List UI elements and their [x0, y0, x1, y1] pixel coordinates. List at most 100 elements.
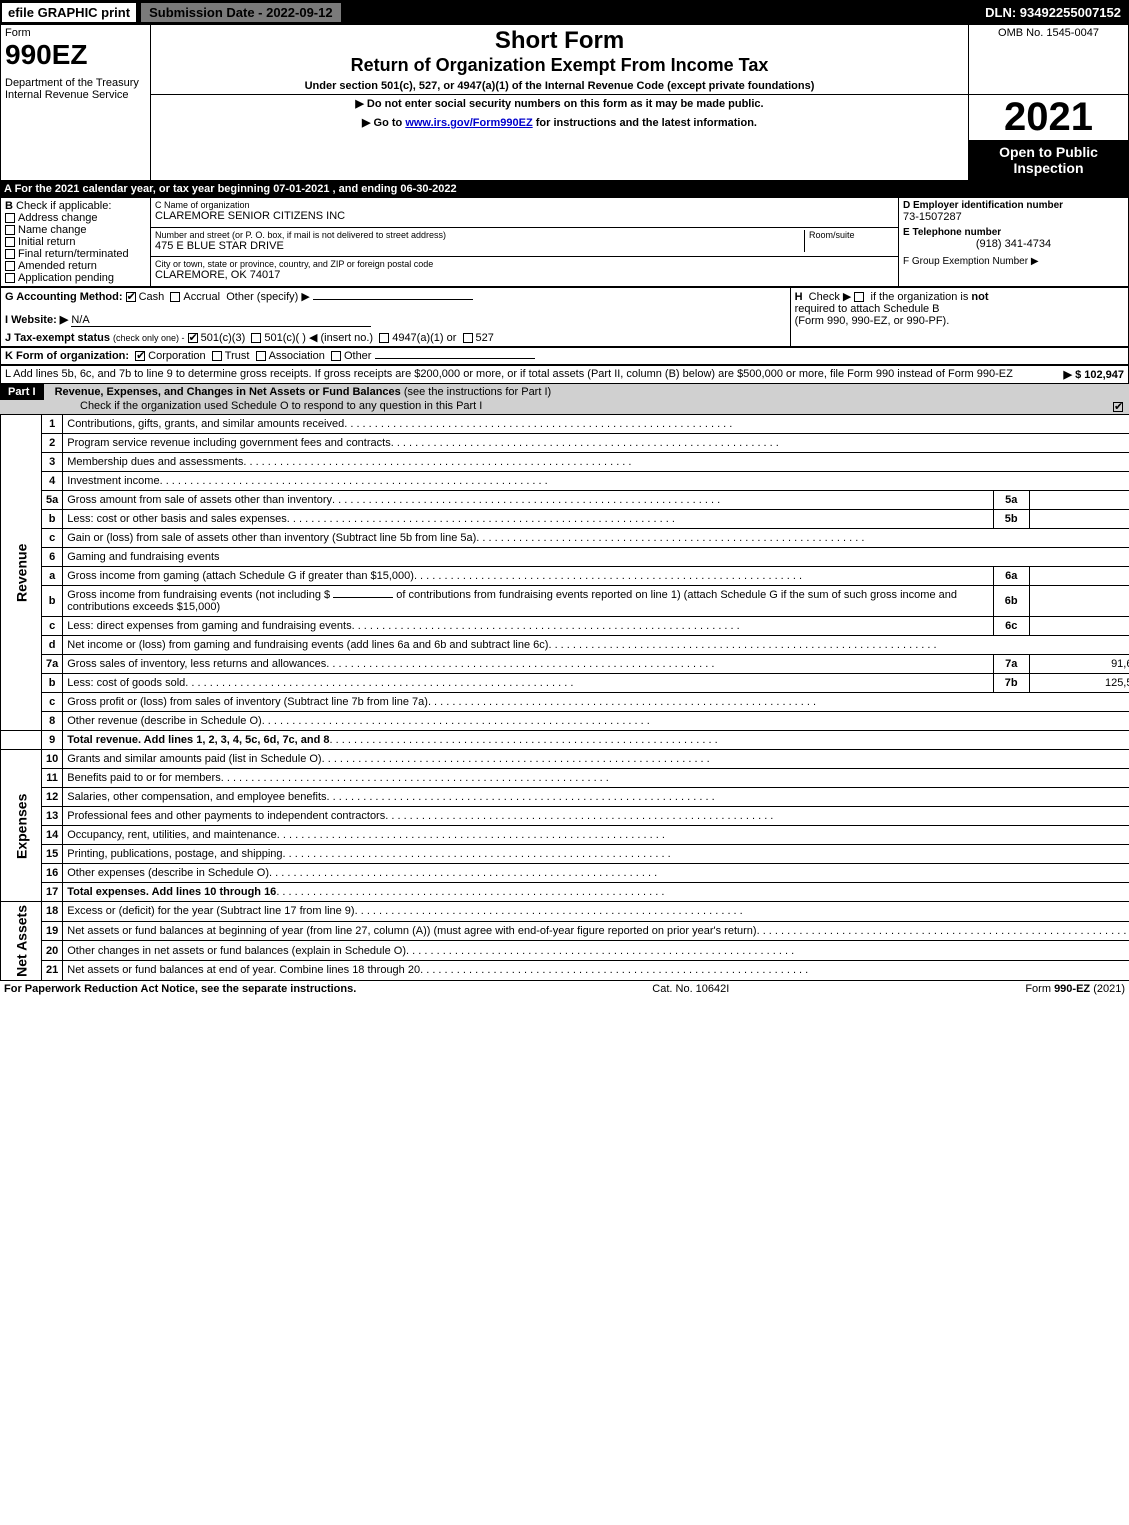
- line-g: G Accounting Method: Cash Accrual Other …: [1, 288, 791, 347]
- g-label: G Accounting Method:: [5, 291, 123, 303]
- entity-block: B Check if applicable: Address change Na…: [0, 197, 1129, 287]
- footer-form-pre: Form: [1025, 983, 1054, 995]
- line-7b-subamt: 125,506: [1029, 674, 1129, 693]
- line-6a-subamt: [1029, 567, 1129, 586]
- checkbox-trust-icon[interactable]: [212, 351, 222, 361]
- checkbox-527-icon[interactable]: [463, 333, 473, 343]
- box-c-name: C Name of organization CLAREMORE SENIOR …: [151, 198, 899, 228]
- form-number: 990EZ: [5, 39, 146, 71]
- box-c-street: Number and street (or P. O. box, if mail…: [151, 227, 899, 257]
- tax-year: 2021: [969, 95, 1128, 140]
- k-other: Other: [344, 350, 372, 362]
- h-text1: Check ▶: [809, 291, 855, 303]
- main-title: Return of Organization Exempt From Incom…: [155, 55, 964, 76]
- part1-header: Part I Revenue, Expenses, and Changes in…: [0, 384, 1129, 414]
- footer-form-no: 990-EZ: [1054, 983, 1090, 995]
- city-label: City or town, state or province, country…: [155, 259, 894, 269]
- line-11-no: 11: [42, 769, 63, 788]
- checkbox-schedule-o-icon[interactable]: [1113, 402, 1123, 412]
- line-4-desc: Investment income: [63, 472, 1129, 491]
- checkbox-accrual-icon[interactable]: [170, 292, 180, 302]
- k-corp: Corporation: [148, 350, 205, 362]
- checkbox-assoc-icon[interactable]: [256, 351, 266, 361]
- line-17-no: 17: [42, 883, 63, 902]
- checkbox-icon[interactable]: [5, 213, 15, 223]
- form-label: Form: [5, 27, 146, 39]
- line-2-desc: Program service revenue including govern…: [63, 434, 1129, 453]
- efile-button[interactable]: efile GRAPHIC print: [2, 3, 136, 22]
- line-6d-no: d: [42, 636, 63, 655]
- c-name-label: C Name of organization: [155, 200, 894, 210]
- g-cash: Cash: [139, 291, 165, 303]
- b-item-0[interactable]: Address change: [5, 212, 146, 224]
- checkbox-corp-icon[interactable]: [135, 351, 145, 361]
- line-7a-no: 7a: [42, 655, 63, 674]
- checkbox-icon[interactable]: [5, 261, 15, 271]
- lines-table: Revenue 1 Contributions, gifts, grants, …: [0, 414, 1129, 981]
- checkbox-4947-icon[interactable]: [379, 333, 389, 343]
- line-13-desc: Professional fees and other payments to …: [63, 807, 1129, 826]
- g-other: Other (specify) ▶: [226, 291, 310, 303]
- line-19-desc: Net assets or fund balances at beginning…: [63, 921, 1129, 941]
- line-7b-subno: 7b: [993, 674, 1029, 693]
- line-6b-desc: Gross income from fundraising events (no…: [63, 586, 993, 617]
- irs-link[interactable]: www.irs.gov/Form990EZ: [405, 117, 532, 129]
- line-5b-no: b: [42, 510, 63, 529]
- line-20-no: 20: [42, 941, 63, 961]
- checkbox-icon[interactable]: [5, 273, 15, 283]
- ghij-block: G Accounting Method: Cash Accrual Other …: [0, 287, 1129, 347]
- line-8-no: 8: [42, 712, 63, 731]
- goto-pre: ▶ Go to: [362, 117, 405, 129]
- checkbox-other-icon[interactable]: [331, 351, 341, 361]
- street-label: Number and street (or P. O. box, if mail…: [155, 230, 804, 240]
- checkbox-cash-icon[interactable]: [126, 292, 136, 302]
- checkbox-icon[interactable]: [5, 225, 15, 235]
- line-19-no: 19: [42, 921, 63, 941]
- line-9-no: 9: [42, 731, 63, 750]
- line-6b-blank[interactable]: [333, 597, 393, 598]
- g-other-input[interactable]: [313, 299, 473, 300]
- line-15-no: 15: [42, 845, 63, 864]
- j-501c: 501(c)( ) ◀ (insert no.): [264, 332, 373, 344]
- b-item-2[interactable]: Initial return: [5, 236, 146, 248]
- k-other-input[interactable]: [375, 358, 535, 359]
- line-15-desc: Printing, publications, postage, and shi…: [63, 845, 1129, 864]
- line-5c-desc: Gain or (loss) from sale of assets other…: [63, 529, 1129, 548]
- k-label: K Form of organization:: [5, 350, 129, 362]
- box-b: B Check if applicable: Address change Na…: [1, 198, 151, 287]
- section-a-bar: A For the 2021 calendar year, or tax yea…: [0, 181, 1129, 197]
- b-item-5[interactable]: Application pending: [5, 272, 146, 284]
- l-text: L Add lines 5b, 6c, and 7b to line 9 to …: [5, 368, 1013, 380]
- b-item-4[interactable]: Amended return: [5, 260, 146, 272]
- line-9-desc: Total revenue. Add lines 1, 2, 3, 4, 5c,…: [63, 731, 1129, 750]
- notes-cell: ▶ Do not enter social security numbers o…: [151, 95, 969, 181]
- checkbox-501c3-icon[interactable]: [188, 333, 198, 343]
- line-3-desc: Membership dues and assessments: [63, 453, 1129, 472]
- b-opt-amended: Amended return: [18, 260, 97, 272]
- year-cell: 2021 Open to Public Inspection: [969, 95, 1129, 181]
- page-footer: For Paperwork Reduction Act Notice, see …: [0, 981, 1129, 997]
- b-item-3[interactable]: Final return/terminated: [5, 248, 146, 260]
- line-6d-desc: Net income or (loss) from gaming and fun…: [63, 636, 1129, 655]
- checkbox-501c-icon[interactable]: [251, 333, 261, 343]
- street-value: 475 E BLUE STAR DRIVE: [155, 240, 804, 252]
- line-7c-desc: Gross profit or (loss) from sales of inv…: [63, 693, 1129, 712]
- line-5b-desc: Less: cost or other basis and sales expe…: [63, 510, 993, 529]
- omb-number: OMB No. 1545-0047: [973, 27, 1124, 39]
- line-6c-no: c: [42, 617, 63, 636]
- b-opt-initial: Initial return: [18, 236, 75, 248]
- dept-label: Department of the Treasury: [5, 77, 146, 89]
- line-11-desc: Benefits paid to or for members: [63, 769, 1129, 788]
- irs-label: Internal Revenue Service: [5, 89, 146, 101]
- checkbox-icon[interactable]: [5, 237, 15, 247]
- line-5a-subno: 5a: [993, 491, 1029, 510]
- footer-form-year: (2021): [1090, 983, 1125, 995]
- j-4947: 4947(a)(1) or: [392, 332, 456, 344]
- submission-date-button[interactable]: Submission Date - 2022-09-12: [140, 2, 342, 23]
- ssn-warning: ▶ Do not enter social security numbers o…: [155, 97, 964, 110]
- b-item-1[interactable]: Name change: [5, 224, 146, 236]
- part1-check-note: Check if the organization used Schedule …: [80, 400, 482, 412]
- i-label: I Website: ▶: [5, 314, 68, 326]
- checkbox-icon[interactable]: [5, 249, 15, 259]
- checkbox-h-icon[interactable]: [854, 292, 864, 302]
